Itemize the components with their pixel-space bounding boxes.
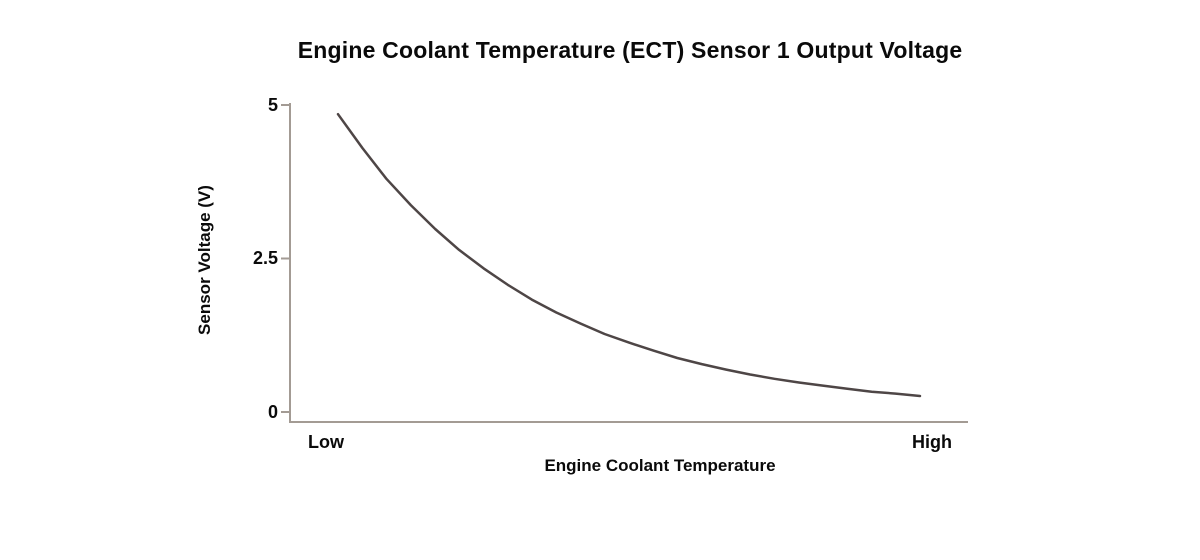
x-tick-label-low: Low <box>308 432 344 452</box>
axis-lines <box>289 103 968 423</box>
y-tick-label-0: 0 <box>267 402 278 422</box>
x-tick-label-high: High <box>912 432 952 452</box>
ect-sensor-curve <box>336 112 922 398</box>
y-tick-label-5: 5 <box>267 95 278 115</box>
x-axis-label: Engine Coolant Temperature <box>544 456 776 475</box>
y-tick-label-2-5: 2.5 <box>252 248 278 268</box>
y-axis-label: Sensor Voltage (V) <box>195 185 214 335</box>
chart-title: Engine Coolant Temperature (ECT) Sensor … <box>297 37 963 63</box>
